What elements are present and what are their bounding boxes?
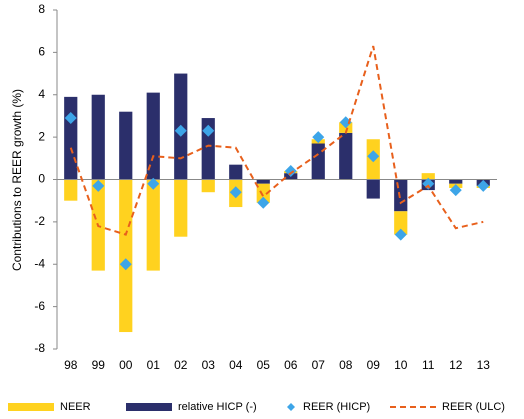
marker [147, 177, 160, 190]
x-tick-label: 13 [477, 358, 491, 372]
y-tick-label: -4 [34, 256, 45, 270]
marker [394, 228, 407, 241]
x-tick-label: 03 [202, 358, 216, 372]
marker [174, 124, 187, 137]
legend-swatch [126, 403, 172, 411]
y-tick-label: 6 [38, 45, 45, 59]
x-tick-label: 99 [92, 358, 106, 372]
x-tick-label: 98 [64, 358, 78, 372]
bar [201, 179, 215, 193]
marker [119, 258, 132, 271]
marker [284, 165, 297, 178]
y-tick-label: -8 [34, 341, 45, 355]
marker [92, 179, 105, 192]
bar [339, 132, 353, 180]
bar [64, 96, 78, 180]
bar [146, 92, 160, 180]
bar [256, 183, 270, 203]
y-tick-label: -6 [34, 299, 45, 313]
marker [229, 186, 242, 199]
bar [421, 173, 435, 180]
x-tick-label: 08 [339, 358, 353, 372]
marker [477, 179, 490, 192]
bar [174, 179, 188, 237]
bar [366, 179, 380, 199]
legend-label: REER (HICP) [303, 401, 370, 413]
marker [339, 116, 352, 129]
x-tick-label: 09 [367, 358, 381, 372]
y-tick-label: 8 [38, 2, 45, 16]
x-tick-label: 00 [119, 358, 133, 372]
x-tick-label: 02 [174, 358, 188, 372]
x-tick-label: 06 [284, 358, 298, 372]
y-tick-label: 4 [38, 87, 45, 101]
bar [311, 143, 325, 180]
legend-swatch [8, 403, 54, 411]
marker [64, 112, 77, 125]
x-tick-label: 04 [229, 358, 243, 372]
x-tick-label: 05 [257, 358, 271, 372]
bar [91, 94, 105, 180]
marker [449, 184, 462, 197]
marker [367, 150, 380, 163]
bar [119, 111, 133, 180]
x-tick-label: 12 [449, 358, 463, 372]
marker [257, 196, 270, 209]
bar [394, 211, 408, 235]
bar [119, 179, 133, 333]
line [69, 45, 484, 236]
bar [256, 179, 270, 184]
x-tick-label: 01 [147, 358, 161, 372]
x-tick-label: 10 [394, 358, 408, 372]
y-tick-label: 0 [38, 172, 45, 186]
legend-label: REER (ULC) [442, 401, 505, 413]
marker [202, 124, 215, 137]
y-axis-label: Contributions to REER growth (%) [10, 89, 24, 271]
bar [449, 179, 463, 184]
legend-label: NEER [60, 401, 91, 413]
bar [229, 164, 243, 180]
x-tick-label: 11 [422, 358, 435, 372]
y-tick-label: 2 [38, 129, 45, 143]
x-tick-label: 07 [312, 358, 326, 372]
bar [64, 179, 78, 201]
y-tick-label: -2 [34, 214, 45, 228]
legend-swatch [287, 403, 295, 411]
legend-label: relative HICP (-) [178, 401, 257, 413]
bar [146, 179, 160, 271]
marker [312, 131, 325, 144]
bar [394, 179, 408, 212]
